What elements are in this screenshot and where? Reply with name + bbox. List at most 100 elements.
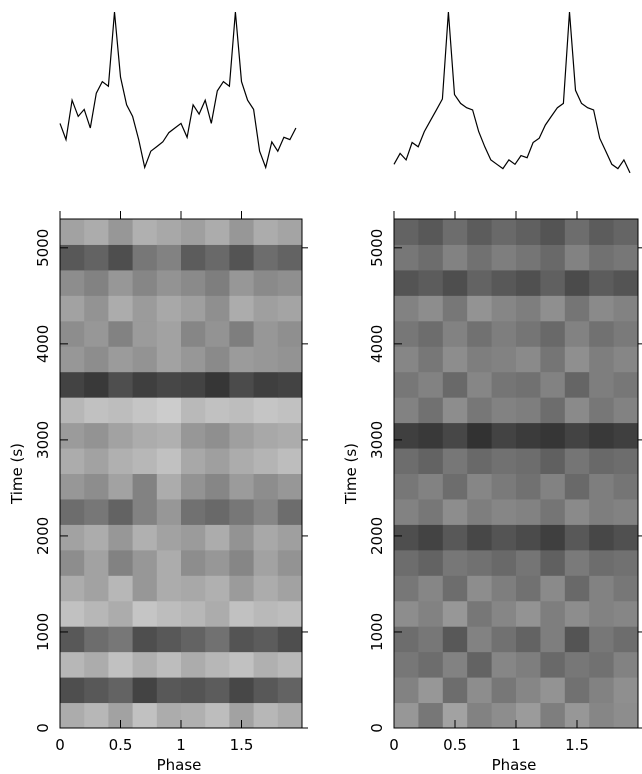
heat-cell [564, 549, 590, 576]
heat-cell [229, 320, 255, 347]
heat-cell [253, 498, 279, 525]
heat-cell [418, 524, 444, 551]
heat-cell [205, 575, 230, 602]
heat-cell [108, 219, 134, 245]
heat-cell [84, 702, 109, 729]
heat-cell [394, 575, 419, 602]
heat-cell [181, 346, 206, 373]
heat-cell [84, 295, 109, 322]
heat-cell [540, 422, 566, 449]
heat-cell [253, 626, 279, 653]
heat-cell [156, 448, 182, 474]
heat-cell [516, 651, 541, 678]
heat-cell [156, 295, 182, 322]
heat-cell [132, 677, 158, 704]
y-tick-label: 3000 [34, 421, 52, 459]
heat-cell [491, 219, 517, 245]
heat-cell [132, 320, 158, 347]
heat-cell [205, 295, 230, 322]
heat-cell [540, 651, 566, 678]
heat-cell [181, 702, 206, 729]
heat-cell [418, 651, 444, 678]
heat-cell [156, 626, 182, 653]
x-tick-label: 1 [176, 736, 186, 754]
heat-cell [516, 575, 541, 602]
heat-cell [181, 626, 206, 653]
heat-cell [156, 702, 182, 729]
heat-cell [589, 702, 615, 729]
heat-cell [181, 244, 206, 271]
heat-cell [491, 346, 517, 373]
heat-cell [205, 244, 230, 271]
heat-cell [229, 295, 255, 322]
heat-cell [442, 575, 468, 602]
heat-cell [277, 422, 303, 449]
heat-cell [442, 626, 468, 653]
heat-cell [564, 397, 590, 424]
heat-cell [181, 371, 206, 398]
heat-cell [277, 549, 303, 576]
heat-cell [277, 448, 303, 474]
heat-cell [394, 549, 419, 576]
heat-cell [181, 422, 206, 449]
heat-cell [564, 677, 590, 704]
heat-cell [394, 626, 419, 653]
heat-cell [564, 473, 590, 500]
heat-cell [491, 448, 517, 474]
heat-cell [516, 371, 541, 398]
heat-cell [418, 295, 444, 322]
heat-cell [418, 549, 444, 576]
heat-cell [132, 702, 158, 729]
heat-cell [84, 397, 109, 424]
heat-cell [442, 371, 468, 398]
heat-cell [467, 702, 493, 729]
heat-cell [205, 498, 230, 525]
heat-cell [253, 295, 279, 322]
heat-cell [181, 269, 206, 296]
heat-cell [564, 244, 590, 271]
heat-cell [589, 677, 615, 704]
heat-cell [60, 371, 85, 398]
heat-cell [613, 448, 639, 474]
heat-cell [564, 346, 590, 373]
heat-cell [467, 422, 493, 449]
heat-cell [253, 549, 279, 576]
heat-cell [418, 397, 444, 424]
heat-cell [564, 422, 590, 449]
heat-cell [181, 549, 206, 576]
heat-cell [277, 600, 303, 627]
heat-cell [253, 575, 279, 602]
heat-cell [467, 295, 493, 322]
heat-cell [540, 473, 566, 500]
heat-cell [229, 549, 255, 576]
heat-cell [277, 473, 303, 500]
heat-cell [564, 651, 590, 678]
heat-cell [132, 473, 158, 500]
heat-cell [205, 549, 230, 576]
heat-cell [491, 320, 517, 347]
heat-cell [613, 626, 639, 653]
heat-cell [205, 346, 230, 373]
heat-cell [277, 498, 303, 525]
heat-cell [229, 498, 255, 525]
heat-cell [156, 524, 182, 551]
heat-cell [540, 371, 566, 398]
x-axis-label: Phase [157, 756, 202, 774]
heat-cell [516, 295, 541, 322]
y-tick-label: 4000 [368, 325, 386, 363]
heat-cell [540, 397, 566, 424]
heat-cell [277, 677, 303, 704]
heat-cell [84, 498, 109, 525]
heat-cell [229, 346, 255, 373]
heat-cell [564, 524, 590, 551]
heat-cell [394, 346, 419, 373]
heat-cell [229, 600, 255, 627]
heat-cell [84, 269, 109, 296]
heat-cell [60, 295, 85, 322]
y-tick-label: 3000 [368, 421, 386, 459]
heat-cell [467, 346, 493, 373]
heat-cell [540, 320, 566, 347]
heat-cell [467, 524, 493, 551]
heat-cell [60, 498, 85, 525]
heat-cell [253, 677, 279, 704]
